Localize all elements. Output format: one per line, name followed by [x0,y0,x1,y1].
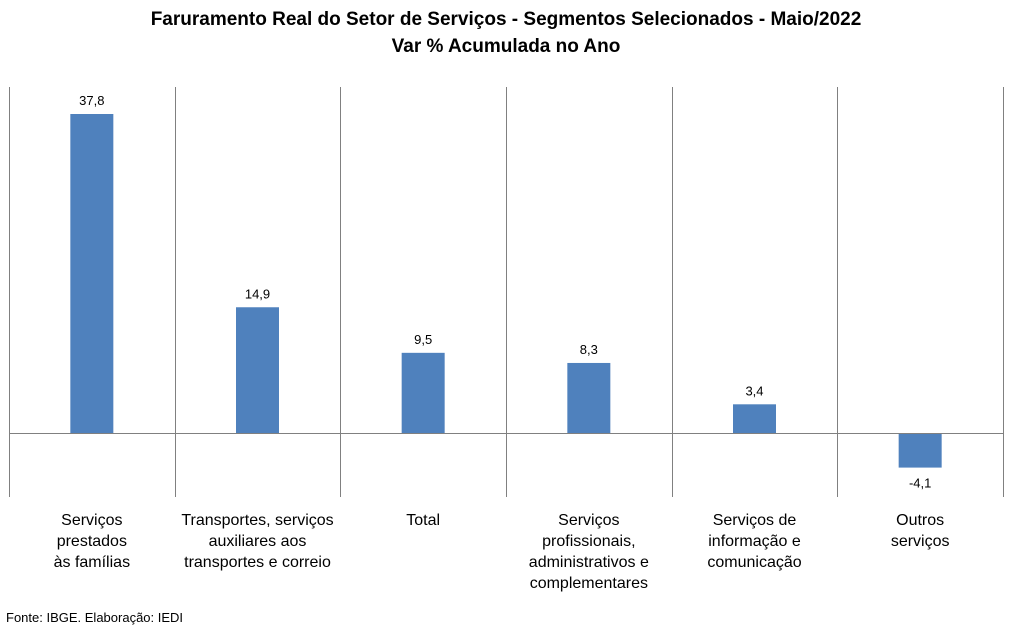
category-label-line: às famílias [53,554,131,571]
category-label-line: Serviços de [712,512,797,529]
chart-subtitle: Var % Acumulada no Ano [391,36,621,57]
category-label-line: Outros [896,512,945,529]
chart-title-line: Faruramento Real do Setor de Serviços - … [150,9,862,30]
bar [70,114,114,433]
category-label-line: Total [406,512,441,529]
data-label: 3,4 [745,383,763,398]
category-label-line: auxiliares aos [208,533,307,550]
category-label-line: Transportes, serviços [181,512,334,529]
data-label: 37,8 [79,93,104,108]
category-label: Serviços profissionais, administrativos e c… [506,510,672,594]
bar [898,433,942,468]
category-label-line: comunicação [707,554,802,571]
category-label-line: serviços [890,533,950,550]
category-label-line: Serviços [558,512,620,529]
category-label: Total [340,510,506,531]
category-label-line: administrativos e [528,554,649,571]
data-label: 14,9 [245,286,270,301]
bar [236,307,279,433]
category-label-line: Serviços [61,512,123,529]
category-label-line: complementares [529,575,648,592]
data-label: 9,5 [414,332,432,347]
category-label-line: profissionais, [542,533,636,550]
category-label-line: prestados [56,533,127,550]
data-label: 8,3 [580,342,598,357]
category-label: Serviços prestados às famílias [9,510,175,573]
chart-title: Faruramento Real do Setor de Serviços - … [0,6,1012,60]
source-note: Fonte: IBGE. Elaboração: IEDI [6,610,184,625]
category-label: Outros serviços [837,510,1003,552]
bar [401,352,445,433]
category-label-line: transportes e correio [184,554,331,571]
category-label: Transportes, serviços auxiliares aos trans… [175,510,341,573]
bar [733,404,776,433]
category-label: Serviços de informação e comunicação [672,510,838,573]
category-label-line: informação e [708,533,801,550]
bar [567,362,611,433]
data-label: -4,1 [909,476,931,491]
